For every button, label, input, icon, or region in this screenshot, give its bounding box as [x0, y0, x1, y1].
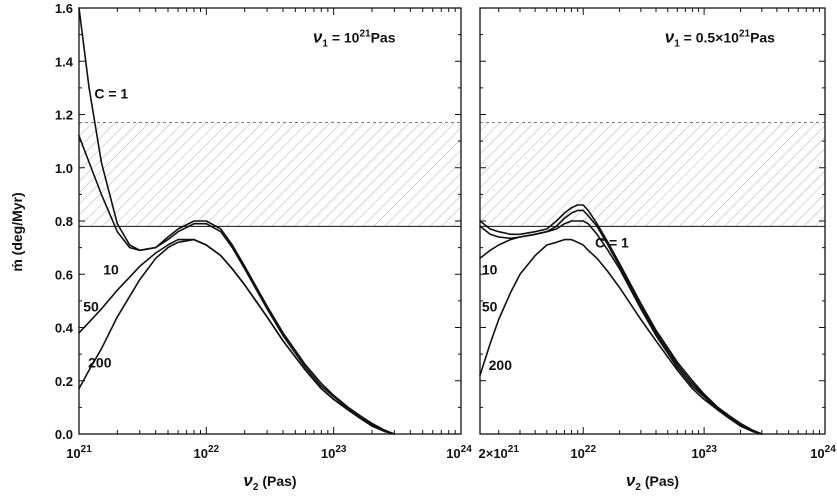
x-tick-label: 1024: [446, 444, 472, 461]
x-axis-label-subscript: 2: [253, 482, 259, 493]
curve-label: 50: [83, 299, 99, 315]
curve-label: 200: [88, 354, 112, 370]
annotation-unit: Pas: [750, 30, 775, 46]
x-tick-label-base: 10: [321, 446, 335, 461]
x-tick-label-exponent: 24: [461, 444, 473, 455]
y-tick-label: 1.2: [55, 108, 73, 123]
x-tick-label: 1022: [194, 444, 220, 461]
series-line-right-0: [479, 204, 763, 435]
x-tick-label-base: 10: [194, 446, 208, 461]
y-tick-label: 1.6: [55, 1, 73, 16]
y-tick-label: 0.6: [55, 267, 73, 282]
x-tick-label: 2×1021: [479, 444, 520, 461]
x-tick-label-exponent: 21: [508, 444, 520, 455]
y-tick-label: 0.0: [55, 427, 73, 442]
series-line-left-0: [78, 7, 396, 435]
x-tick-label-base: 10: [570, 446, 584, 461]
x-tick-label: 1022: [570, 444, 596, 461]
curve-label: C = 1: [94, 86, 128, 102]
x-axis-label-unit: (Pas): [258, 473, 296, 489]
x-tick-label-base: 2×10: [479, 446, 508, 461]
series-line-left-3: [78, 238, 396, 435]
annotation-symbol: ν: [665, 28, 675, 47]
y-tick-label: 1.0: [55, 161, 73, 176]
annotation-subscript: 1: [322, 39, 328, 50]
x-axis-label-unit: (Pas): [641, 473, 679, 489]
x-tick-label-base: 10: [691, 446, 705, 461]
annotation-exponent: 21: [739, 29, 751, 40]
y-axis-label: ṁ (deg/Myr): [9, 192, 25, 271]
x-tick-label: 1021: [66, 444, 92, 461]
series-line-left-1: [78, 135, 396, 435]
annotation-unit: Pas: [371, 30, 396, 46]
x-axis-label: ν2 (Pas): [626, 471, 679, 493]
panel-annotation: ν1 = 1021Pas: [313, 28, 396, 50]
series-line-left-2: [78, 238, 396, 435]
annotation-symbol: ν: [313, 28, 323, 47]
x-tick-label: 1023: [691, 444, 717, 461]
annotation-subscript: 1: [674, 39, 680, 50]
annotation-value: = 10: [328, 30, 360, 46]
x-tick-label: 1024: [810, 444, 836, 461]
shaded-band: [480, 122, 825, 227]
x-tick-label-exponent: 22: [585, 444, 597, 455]
x-axis-label-subscript: 2: [635, 482, 641, 493]
x-tick-label-exponent: 23: [335, 444, 347, 455]
curve-label: 200: [489, 357, 513, 373]
y-tick-label: 0.2: [55, 374, 73, 389]
x-tick-label-exponent: 24: [825, 444, 837, 455]
panel-annotation: ν1 = 0.5×1021Pas: [665, 28, 775, 50]
x-tick-label-base: 10: [66, 446, 80, 461]
annotation-exponent: 21: [359, 29, 371, 40]
x-axis-label-symbol: ν: [243, 471, 253, 490]
x-tick-label: 1023: [321, 444, 347, 461]
y-tick-label: 0.8: [55, 214, 73, 229]
x-axis-label-symbol: ν: [626, 471, 636, 490]
y-tick-label: 0.4: [55, 321, 74, 336]
x-tick-label-base: 10: [446, 446, 460, 461]
series-line-right-3: [479, 238, 763, 435]
curve-label: C = 1: [595, 235, 629, 251]
x-tick-label-exponent: 21: [81, 444, 93, 455]
curve-label: 10: [482, 261, 498, 277]
x-tick-label-exponent: 23: [706, 444, 718, 455]
x-tick-label-base: 10: [810, 446, 824, 461]
y-tick-label: 1.4: [55, 54, 74, 69]
series-line-right-2: [479, 220, 763, 435]
x-tick-label-exponent: 22: [208, 444, 220, 455]
y-axis-title: ṁ (deg/Myr): [9, 192, 25, 271]
curve-label: 10: [103, 261, 119, 277]
x-axis-label: ν2 (Pas): [243, 471, 296, 493]
annotation-value: = 0.5×10: [680, 30, 739, 46]
shaded-band: [79, 122, 461, 227]
curve-label: 50: [482, 299, 498, 315]
